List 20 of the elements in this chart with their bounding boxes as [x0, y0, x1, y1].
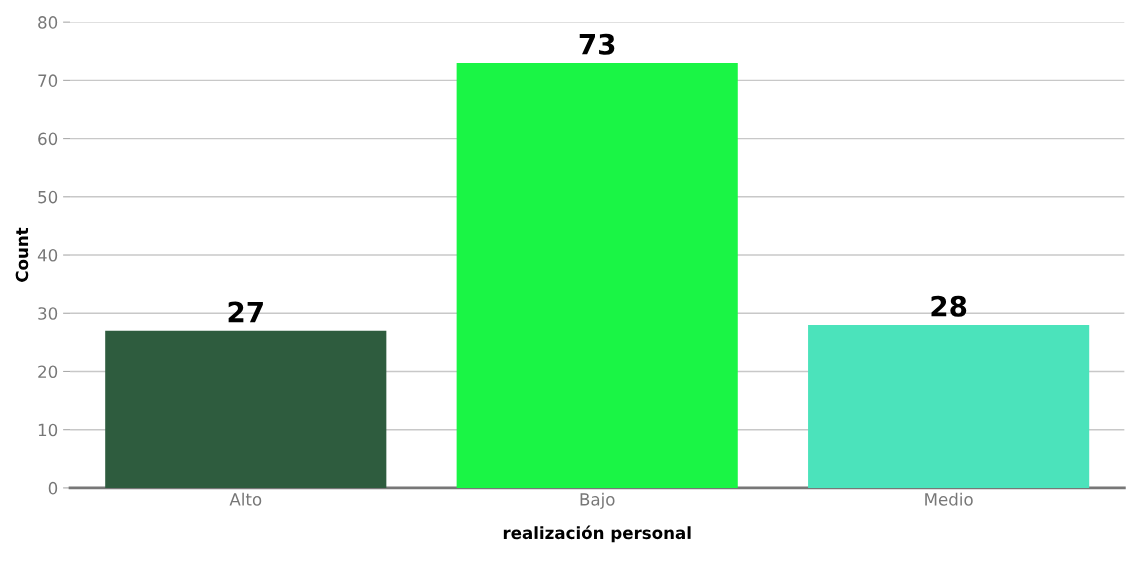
y-tick-label: 0 — [48, 481, 58, 495]
x-tick-label: Medio — [925, 492, 973, 506]
data-label: 27 — [228, 301, 263, 323]
y-axis-title: Count — [15, 227, 29, 282]
bar — [105, 330, 387, 488]
x-axis-title: realización personal — [503, 525, 691, 543]
data-label: 28 — [931, 295, 967, 317]
data-label: 73 — [579, 33, 615, 55]
y-tick-label: 20 — [38, 365, 58, 379]
y-tick-label: 60 — [38, 132, 58, 146]
x-tick-label: Bajo — [580, 492, 615, 509]
y-tick-label: 10 — [38, 423, 58, 437]
x-tick-label: Alto — [229, 492, 262, 506]
bar — [808, 324, 1090, 488]
y-tick-label: 30 — [38, 307, 58, 320]
y-tick-label: 40 — [37, 248, 58, 262]
bar — [456, 62, 738, 488]
y-tick-label: 80 — [38, 16, 58, 29]
y-tick-label: 70 — [38, 74, 58, 87]
y-tick-label: 50 — [38, 190, 58, 204]
